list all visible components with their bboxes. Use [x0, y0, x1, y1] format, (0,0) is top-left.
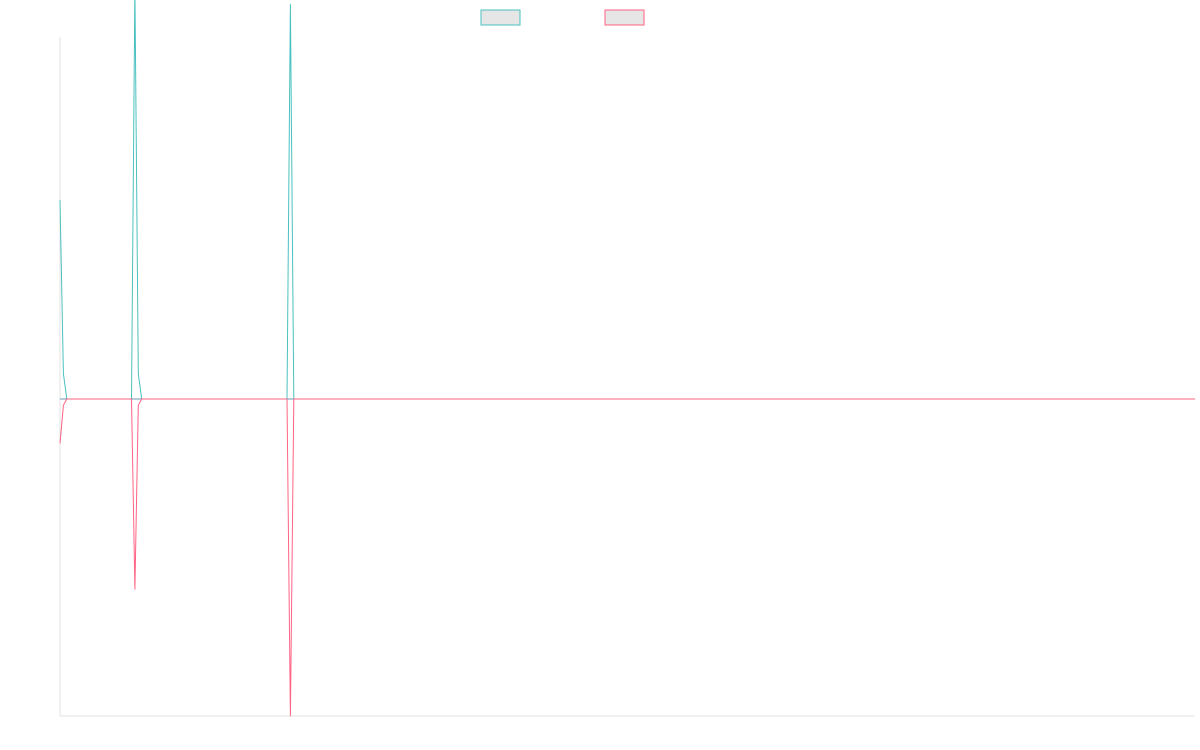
axes [59, 37, 1195, 717]
series-line-1 [59, 0, 1195, 400]
legend-item-2[interactable] [604, 9, 645, 26]
legend [480, 9, 645, 26]
legend-swatch-1 [480, 9, 521, 26]
series-line-2 [59, 398, 1195, 717]
legend-item-1[interactable] [480, 9, 521, 26]
plot-area [59, 0, 1195, 717]
legend-swatch-2 [604, 9, 645, 26]
